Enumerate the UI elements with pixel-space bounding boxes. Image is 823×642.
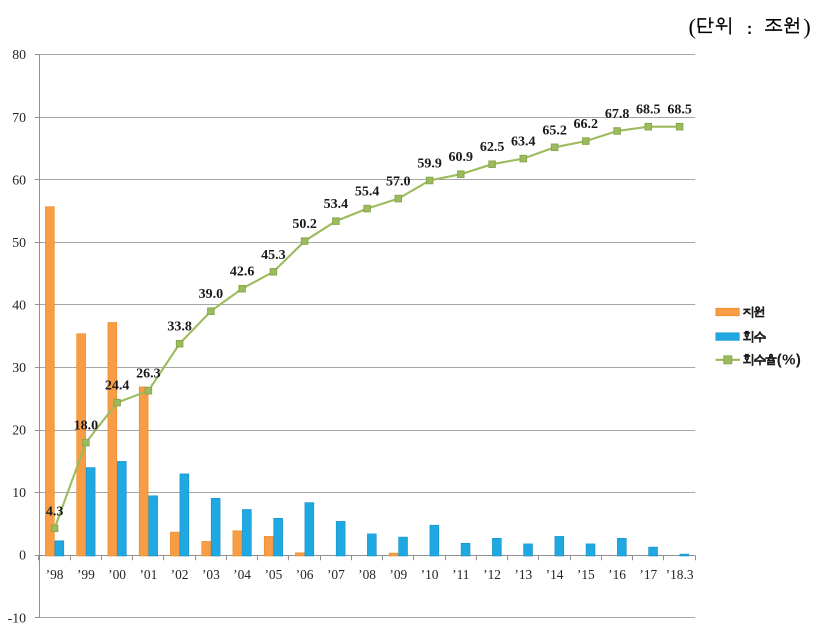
svg-text:68.5: 68.5 [667,103,692,118]
svg-text:-10: -10 [8,610,26,625]
svg-text:’11: ’11 [452,567,469,582]
svg-text:68.5: 68.5 [636,103,661,118]
svg-text:0: 0 [19,548,26,563]
svg-text:33.8: 33.8 [167,320,192,335]
svg-text:18.0: 18.0 [74,419,99,434]
svg-text:80: 80 [12,47,26,62]
svg-text:’16: ’16 [608,567,626,582]
svg-text:30: 30 [12,360,26,375]
svg-text:45.3: 45.3 [261,248,286,263]
svg-text:39.0: 39.0 [199,287,224,302]
svg-text:’08: ’08 [358,567,376,582]
svg-text:’10: ’10 [421,567,439,582]
svg-text:’01: ’01 [139,567,157,582]
svg-text:70: 70 [12,110,26,125]
svg-text:60: 60 [12,172,26,187]
svg-text:’07: ’07 [327,567,345,582]
svg-text:’13: ’13 [514,567,532,582]
svg-text:’03: ’03 [202,567,220,582]
svg-text:62.5: 62.5 [480,140,505,155]
svg-text:’12: ’12 [483,567,501,582]
svg-text:67.8: 67.8 [605,107,630,122]
svg-text:50.2: 50.2 [292,217,317,232]
svg-text:24.4: 24.4 [105,379,130,394]
svg-text:(%): (%) [777,352,802,369]
svg-text:10: 10 [12,485,26,500]
svg-text:’98: ’98 [46,567,64,582]
svg-text:50: 50 [12,235,26,250]
svg-text:’15: ’15 [577,567,595,582]
svg-text:63.4: 63.4 [511,135,536,150]
svg-text:’99: ’99 [77,567,95,582]
svg-text:26.3: 26.3 [136,367,161,382]
svg-text:’06: ’06 [296,567,314,582]
svg-text:’00: ’00 [108,567,126,582]
svg-text:’04: ’04 [233,567,251,582]
svg-text:’14: ’14 [546,567,564,582]
svg-text:53.4: 53.4 [324,197,349,212]
svg-text:20: 20 [12,423,26,438]
svg-text:’09: ’09 [389,567,407,582]
svg-text:4.3: 4.3 [46,504,64,519]
svg-text:66.2: 66.2 [574,117,599,132]
svg-text:60.9: 60.9 [449,150,474,165]
svg-text:55.4: 55.4 [355,185,380,200]
svg-text:’05: ’05 [264,567,282,582]
svg-text:’17: ’17 [639,567,657,582]
svg-text:42.6: 42.6 [230,265,255,280]
svg-text:40: 40 [12,298,26,313]
svg-text:65.2: 65.2 [542,123,567,138]
svg-text:’18.3: ’18.3 [666,567,694,582]
svg-text:57.0: 57.0 [386,175,411,190]
svg-text:(: ( [689,14,697,39]
svg-text:59.9: 59.9 [417,157,442,172]
svg-text:): ) [803,14,811,39]
svg-text:’02: ’02 [171,567,189,582]
